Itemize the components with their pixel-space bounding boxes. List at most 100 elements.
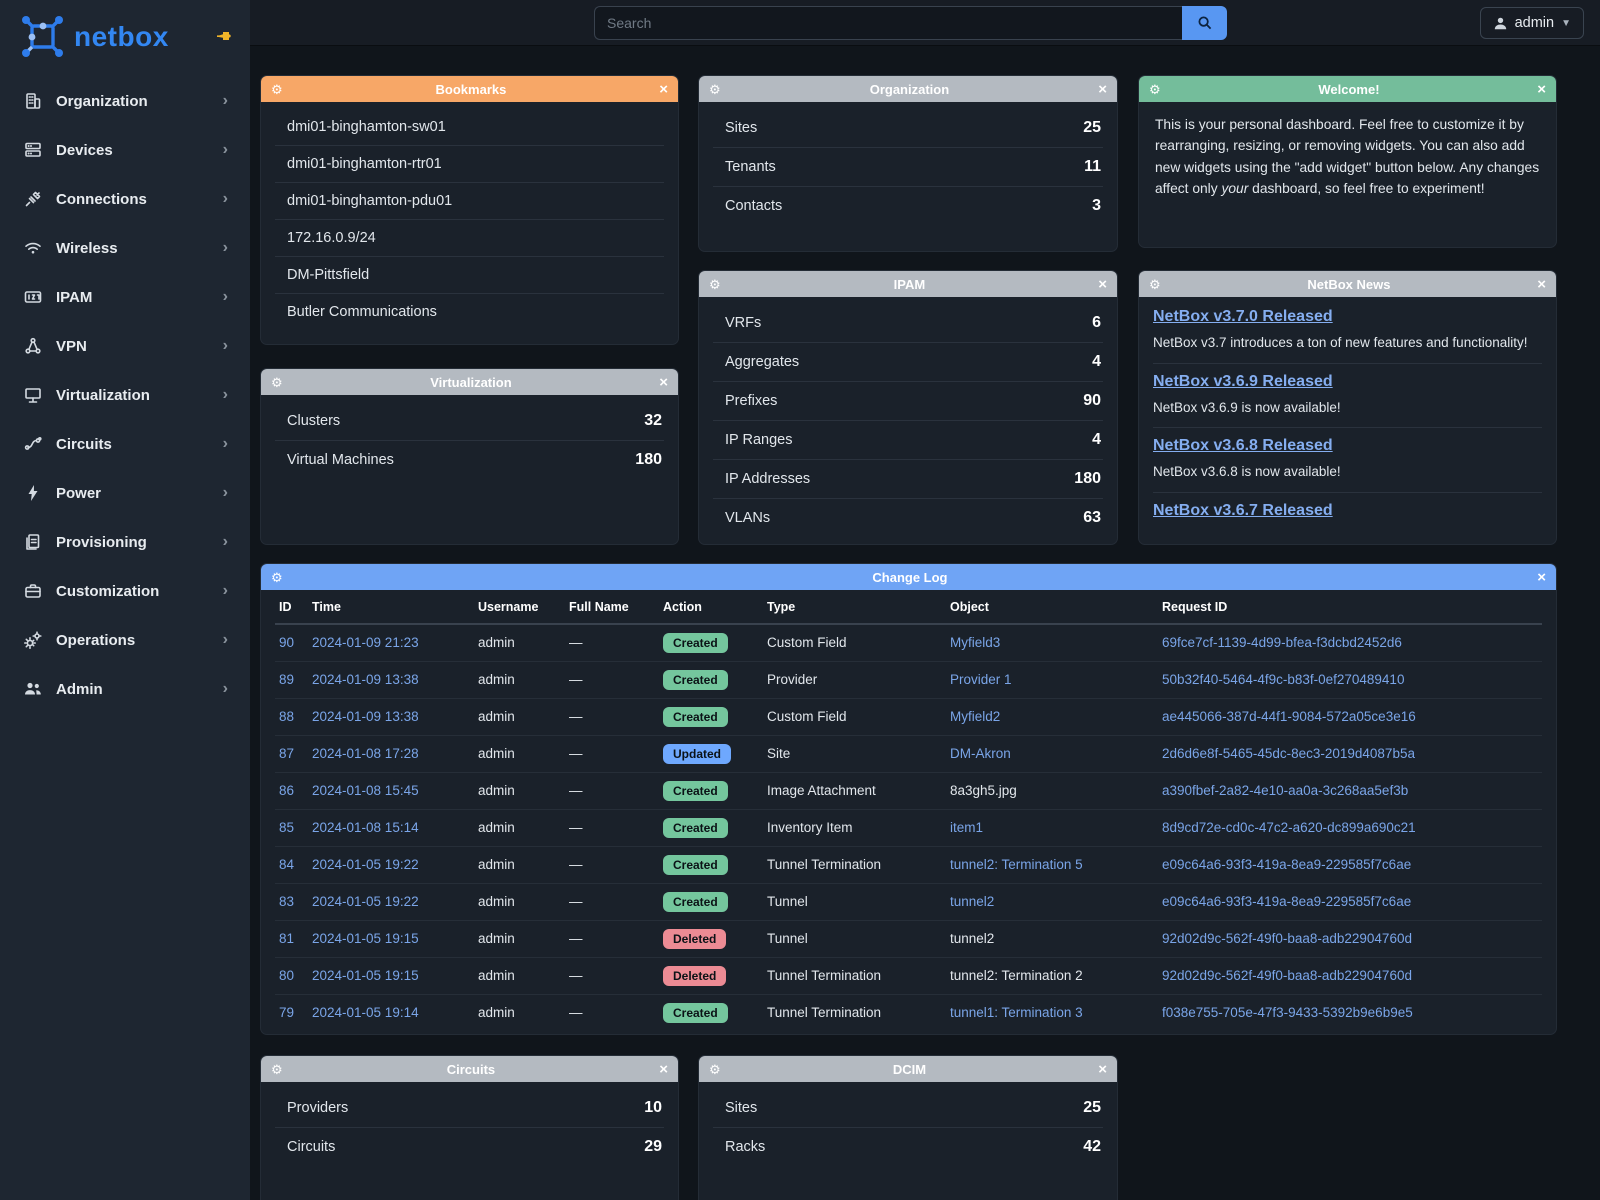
widget-header[interactable]: ⚙ DCIM × [699,1056,1117,1082]
change-id-link[interactable]: 90 [279,635,295,651]
stat-value[interactable]: 6 [1092,313,1101,331]
widget-close-icon[interactable]: × [1537,568,1546,586]
widget-config-icon[interactable]: ⚙ [271,81,283,97]
widget-header[interactable]: ⚙ Virtualization × [261,369,678,395]
bookmark-item[interactable]: dmi01-binghamton-sw01 [287,118,446,135]
brand[interactable]: netbox [0,0,250,74]
change-id-link[interactable]: 88 [279,709,295,724]
sidebar-item-devices[interactable]: Devices › [14,133,236,167]
change-time-link[interactable]: 2024-01-05 19:14 [312,1005,419,1021]
stat-value[interactable]: 180 [635,451,662,468]
stat-value[interactable]: 25 [1083,1098,1101,1116]
change-id-link[interactable]: 81 [279,931,295,946]
change-time-link[interactable]: 2024-01-05 19:22 [312,894,419,909]
change-id-link[interactable]: 80 [279,968,295,983]
widget-config-icon[interactable]: ⚙ [1149,81,1161,97]
change-time-link[interactable]: 2024-01-09 13:38 [312,672,419,687]
news-title-link[interactable]: NetBox v3.7.0 Released [1153,308,1333,325]
stat-value[interactable]: 29 [644,1138,662,1155]
change-time-link[interactable]: 2024-01-09 21:23 [312,635,419,651]
widget-config-icon[interactable]: ⚙ [271,569,283,585]
stat-value[interactable]: 25 [1083,118,1101,136]
pin-icon[interactable] [216,30,232,44]
request-id-link[interactable]: 2d6d6e8f-5465-45dc-8ec3-2019d4087b5a [1162,746,1415,761]
stat-value[interactable]: 4 [1092,353,1101,370]
sidebar-item-vpn[interactable]: VPN › [14,329,236,363]
widget-header[interactable]: ⚙ NetBox News × [1139,271,1556,297]
widget-header[interactable]: ⚙ Circuits × [261,1056,678,1082]
stat-value[interactable]: 90 [1083,392,1101,409]
sidebar-item-organization[interactable]: Organization › [14,84,236,118]
stat-value[interactable]: 11 [1084,158,1101,175]
sidebar-item-ipam[interactable]: IPAM › [14,280,236,314]
widget-header[interactable]: ⚙ Change Log × [261,564,1556,590]
stat-value[interactable]: 42 [1083,1138,1101,1155]
bookmark-item[interactable]: DM-Pittsfield [275,256,664,293]
sidebar-item-circuits[interactable]: Circuits › [14,427,236,461]
stat-value[interactable]: 3 [1092,197,1101,214]
request-id-link[interactable]: f038e755-705e-47f3-9433-5392b9e6b9e5 [1162,1005,1413,1021]
news-title-link[interactable]: NetBox v3.6.8 Released [1153,437,1333,455]
widget-config-icon[interactable]: ⚙ [271,374,283,390]
bookmark-item[interactable]: dmi01-binghamton-pdu01 [275,182,664,219]
bookmark-item[interactable]: dmi01-binghamton-rtr01 [275,145,664,182]
widget-config-icon[interactable]: ⚙ [271,1061,283,1077]
change-time-link[interactable]: 2024-01-08 15:45 [312,783,419,798]
widget-close-icon[interactable]: × [659,1060,668,1078]
widget-close-icon[interactable]: × [1098,275,1107,293]
change-id-link[interactable]: 84 [279,857,295,872]
widget-close-icon[interactable]: × [1098,1060,1107,1078]
news-title-link[interactable]: NetBox v3.6.7 Released [1153,501,1333,519]
change-time-link[interactable]: 2024-01-08 15:14 [312,820,419,835]
request-id-link[interactable]: e09c64a6-93f3-419a-8ea9-229585f7c6ae [1162,857,1412,872]
object-link[interactable]: item1 [950,820,984,835]
search-input[interactable] [594,6,1182,40]
sidebar-item-wireless[interactable]: Wireless › [14,231,236,265]
object-link[interactable]: Provider 1 [950,672,1012,687]
widget-close-icon[interactable]: × [659,80,668,98]
news-title-link[interactable]: NetBox v3.6.9 Released [1153,372,1333,390]
request-id-link[interactable]: 69fce7cf-1139-4d99-bfea-f3dcbd2452d6 [1162,635,1402,651]
change-time-link[interactable]: 2024-01-05 19:22 [312,857,419,872]
object-link[interactable]: Myfield2 [950,709,1001,724]
change-id-link[interactable]: 83 [279,894,295,909]
sidebar-item-connections[interactable]: Connections › [14,182,236,216]
stat-value[interactable]: 4 [1092,431,1101,448]
object-link[interactable]: DM-Akron [950,746,1011,761]
sidebar-item-power[interactable]: Power › [14,476,236,510]
change-id-link[interactable]: 79 [279,1005,295,1021]
object-link[interactable]: tunnel2 [950,894,995,909]
bookmark-item[interactable]: Butler Communications [275,293,664,330]
object-link[interactable]: tunnel1: Termination 3 [950,1005,1083,1021]
widget-header[interactable]: ⚙ IPAM × [699,271,1117,297]
widget-close-icon[interactable]: × [1098,80,1107,98]
sidebar-item-virtualization[interactable]: Virtualization › [14,378,236,412]
change-id-link[interactable]: 86 [279,783,295,798]
widget-close-icon[interactable]: × [1537,80,1546,98]
object-link[interactable]: tunnel2: Termination 5 [950,857,1083,872]
widget-close-icon[interactable]: × [659,373,668,391]
request-id-link[interactable]: e09c64a6-93f3-419a-8ea9-229585f7c6ae [1162,894,1412,909]
sidebar-item-admin[interactable]: Admin › [14,672,236,706]
stat-value[interactable]: 10 [644,1098,662,1116]
widget-header[interactable]: ⚙ Bookmarks × [261,76,678,102]
request-id-link[interactable]: 92d02d9c-562f-49f0-baa8-adb22904760d [1162,931,1412,946]
request-id-link[interactable]: ae445066-387d-44f1-9084-572a05ce3e16 [1162,709,1416,724]
search-button[interactable] [1182,6,1227,40]
change-time-link[interactable]: 2024-01-05 19:15 [312,931,419,946]
stat-value[interactable]: 180 [1074,470,1101,487]
change-id-link[interactable]: 87 [279,746,295,761]
widget-config-icon[interactable]: ⚙ [709,1061,721,1077]
change-time-link[interactable]: 2024-01-05 19:15 [312,968,419,983]
widget-config-icon[interactable]: ⚙ [709,276,721,292]
widget-header[interactable]: ⚙ Organization × [699,76,1117,102]
stat-value[interactable]: 63 [1083,509,1101,526]
stat-value[interactable]: 32 [644,411,662,429]
widget-config-icon[interactable]: ⚙ [1149,276,1161,292]
sidebar-item-provisioning[interactable]: Provisioning › [14,525,236,559]
request-id-link[interactable]: 92d02d9c-562f-49f0-baa8-adb22904760d [1162,968,1412,983]
request-id-link[interactable]: 8d9cd72e-cd0c-47c2-a620-dc899a690c21 [1162,820,1416,835]
widget-config-icon[interactable]: ⚙ [709,81,721,97]
change-time-link[interactable]: 2024-01-09 13:38 [312,709,419,724]
widget-header[interactable]: ⚙ Welcome! × [1139,76,1556,102]
